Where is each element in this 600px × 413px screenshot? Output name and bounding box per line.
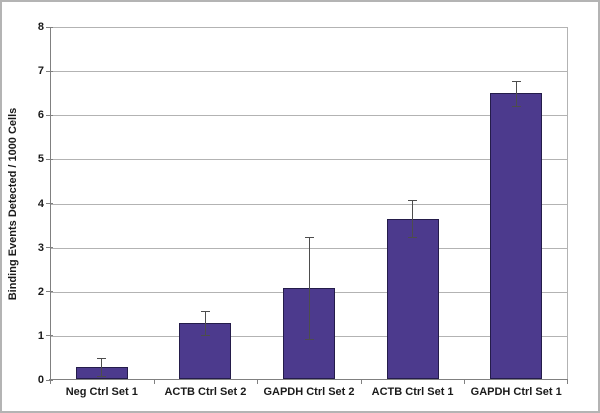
error-bar-cap-top bbox=[97, 357, 107, 359]
error-bar-cap-bottom bbox=[511, 105, 521, 107]
y-tick-label: 0 bbox=[37, 374, 44, 386]
x-axis-tick bbox=[567, 380, 568, 384]
y-axis-tick bbox=[46, 247, 53, 249]
error-bar-cap-bottom bbox=[304, 338, 314, 340]
error-bar-cap-bottom bbox=[97, 375, 107, 377]
bar-actb-ctrl-set-1 bbox=[386, 218, 439, 379]
y-tick-label: 5 bbox=[37, 153, 44, 166]
y-axis-tick bbox=[46, 114, 53, 116]
x-axis-line bbox=[49, 379, 568, 380]
y-gridline bbox=[50, 115, 568, 117]
y-gridline bbox=[50, 203, 568, 205]
error-bar-line bbox=[204, 310, 206, 335]
x-category-label: ACTB Ctrl Set 1 bbox=[371, 386, 454, 398]
plot-area: 0 1 2 3 4 5 6 7 8 Neg Ctrl Set 1 ACTB Ctrl Set 2 GA… bbox=[38, 22, 568, 398]
error-bar-line bbox=[308, 237, 310, 339]
y-tick-label: 8 bbox=[37, 21, 44, 33]
y-axis-tick bbox=[46, 158, 53, 160]
error-bar-cap-bottom bbox=[200, 334, 210, 336]
y-gridline bbox=[50, 27, 568, 28]
x-axis-tick bbox=[153, 380, 155, 384]
plot-right-border bbox=[567, 27, 568, 380]
x-category-label: Neg Ctrl Set 1 bbox=[65, 386, 138, 398]
y-tick-label: 1 bbox=[37, 329, 44, 342]
x-category-label: ACTB Ctrl Set 2 bbox=[164, 386, 247, 398]
y-axis-tick bbox=[46, 335, 53, 337]
y-axis-tick bbox=[46, 291, 53, 293]
x-axis-tick bbox=[360, 380, 362, 384]
y-tick-label: 3 bbox=[37, 241, 44, 254]
error-bar-cap-bottom bbox=[408, 237, 418, 239]
x-axis-tick bbox=[50, 380, 51, 384]
error-bar-line bbox=[515, 80, 517, 106]
error-bar-line bbox=[101, 357, 103, 376]
y-axis-tick bbox=[46, 203, 53, 204]
error-bar-cap-top bbox=[511, 80, 521, 82]
y-tick-label: 2 bbox=[37, 285, 44, 298]
x-axis-tick bbox=[257, 380, 259, 384]
x-category-label: GAPDH Ctrl Set 1 bbox=[470, 386, 562, 398]
y-gridline bbox=[50, 71, 568, 73]
y-axis-tick bbox=[46, 26, 53, 28]
error-bar-cap-top bbox=[200, 310, 210, 312]
y-tick-label: 6 bbox=[37, 109, 44, 122]
y-axis-tick bbox=[46, 379, 53, 381]
bar-gapdh-ctrl-set-1 bbox=[490, 93, 543, 379]
y-axis-tick bbox=[46, 70, 53, 72]
x-category-label: GAPDH Ctrl Set 2 bbox=[263, 386, 355, 398]
y-tick-label: 4 bbox=[37, 197, 44, 210]
error-bar-cap-top bbox=[408, 200, 418, 202]
error-bar-line bbox=[412, 200, 414, 238]
error-bar-cap-top bbox=[304, 237, 314, 239]
y-tick-label: 7 bbox=[37, 65, 44, 78]
x-axis-tick bbox=[464, 380, 466, 384]
y-gridline bbox=[50, 159, 568, 161]
